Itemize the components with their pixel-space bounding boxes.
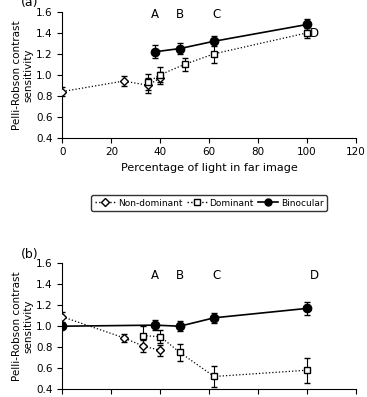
Text: B: B [176,8,184,21]
Text: D: D [310,269,319,282]
Text: C: C [212,269,221,282]
Text: (b): (b) [21,248,39,261]
Text: D: D [310,27,319,40]
Text: A: A [151,269,159,282]
Text: A: A [151,8,159,21]
Y-axis label: Pelli-Robson contrast
sensitivity: Pelli-Robson contrast sensitivity [12,272,33,381]
Text: (a): (a) [21,0,39,10]
Text: C: C [212,8,221,21]
Y-axis label: Pelli-Robson contrast
sensitivity: Pelli-Robson contrast sensitivity [12,20,33,129]
X-axis label: Percentage of light in far image: Percentage of light in far image [121,163,298,173]
Legend: Non-dominant, Dominant, Binocular: Non-dominant, Dominant, Binocular [91,195,327,211]
Text: B: B [176,269,184,282]
